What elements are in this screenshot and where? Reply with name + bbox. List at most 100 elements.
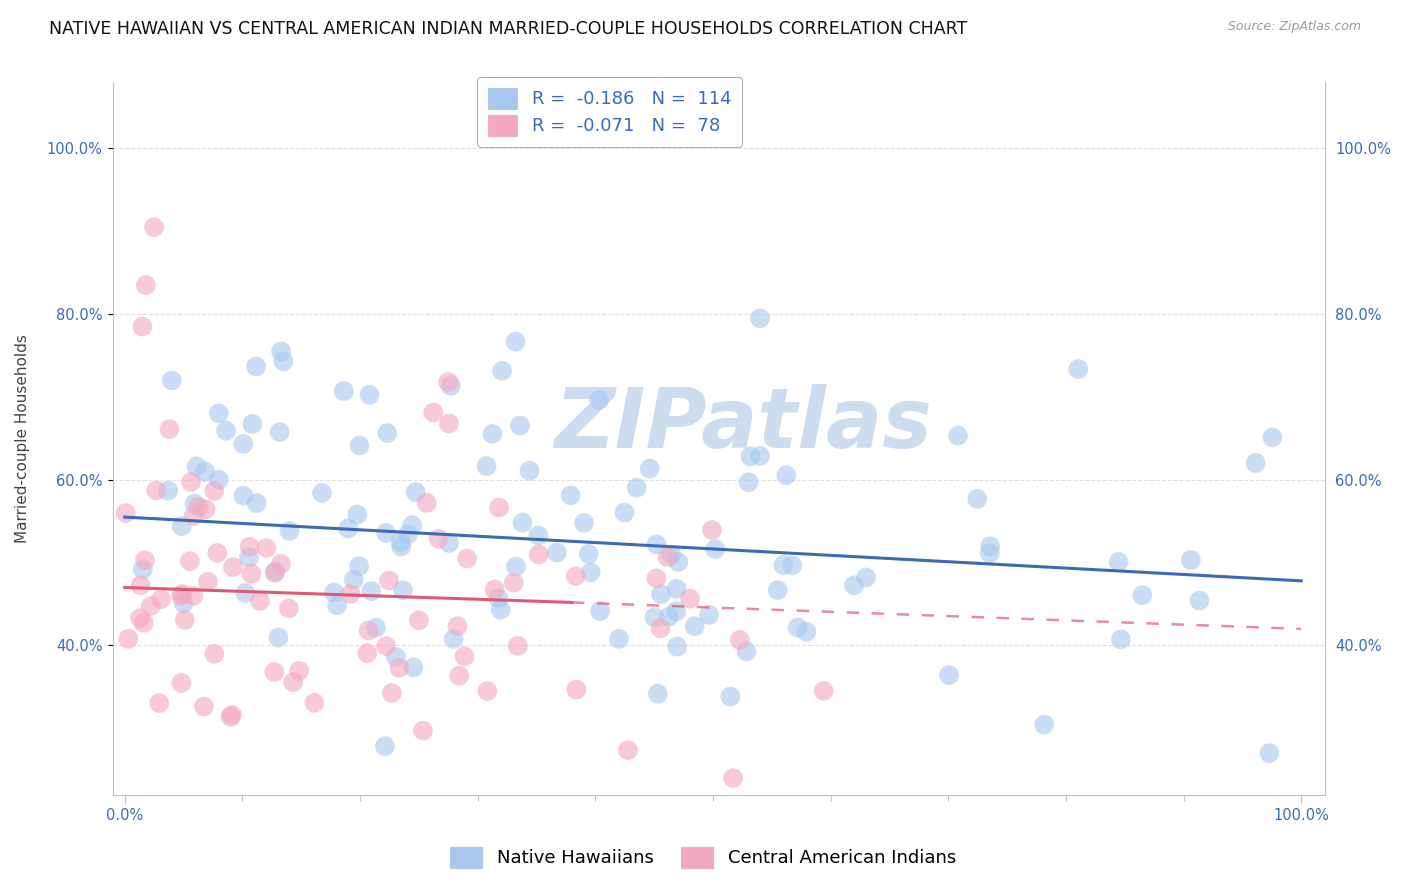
Point	[374, 739, 396, 754]
Point	[979, 546, 1001, 560]
Point	[337, 521, 360, 535]
Point	[132, 562, 155, 576]
Point	[661, 548, 683, 562]
Point	[385, 649, 408, 664]
Point	[245, 496, 267, 510]
Point	[572, 516, 595, 530]
Point	[665, 582, 688, 596]
Point	[657, 550, 679, 565]
Point	[749, 449, 772, 463]
Point	[546, 546, 568, 560]
Point	[131, 319, 153, 334]
Point	[349, 438, 371, 452]
Point	[477, 684, 499, 698]
Point	[658, 609, 681, 624]
Point	[170, 589, 193, 603]
Point	[402, 660, 425, 674]
Point	[512, 516, 534, 530]
Point	[484, 582, 506, 597]
Point	[519, 464, 541, 478]
Point	[375, 425, 398, 440]
Point	[502, 575, 524, 590]
Point	[412, 723, 434, 738]
Point	[443, 632, 465, 646]
Point	[564, 569, 586, 583]
Point	[527, 547, 550, 561]
Point	[148, 696, 170, 710]
Point	[240, 566, 263, 581]
Point	[269, 425, 291, 439]
Point	[449, 669, 471, 683]
Point	[643, 610, 665, 624]
Point	[242, 417, 264, 431]
Point	[263, 665, 285, 679]
Point	[245, 359, 267, 374]
Point	[855, 570, 877, 584]
Legend: Native Hawaiians, Central American Indians: Native Hawaiians, Central American India…	[439, 836, 967, 879]
Point	[346, 508, 368, 522]
Point	[186, 459, 208, 474]
Point	[157, 483, 180, 498]
Point	[173, 596, 195, 610]
Point	[735, 644, 758, 658]
Point	[129, 578, 152, 592]
Point	[378, 574, 401, 588]
Point	[263, 566, 285, 580]
Point	[683, 619, 706, 633]
Point	[281, 675, 304, 690]
Point	[408, 613, 430, 627]
Point	[364, 621, 387, 635]
Point	[489, 603, 512, 617]
Point	[647, 687, 669, 701]
Point	[766, 583, 789, 598]
Point	[132, 615, 155, 630]
Point	[666, 555, 689, 569]
Point	[194, 502, 217, 516]
Point	[270, 557, 292, 571]
Point	[264, 565, 287, 579]
Point	[145, 483, 167, 498]
Point	[129, 611, 152, 625]
Point	[215, 424, 238, 438]
Text: Source: ZipAtlas.com: Source: ZipAtlas.com	[1227, 20, 1361, 33]
Point	[180, 475, 202, 489]
Point	[509, 418, 531, 433]
Point	[650, 587, 672, 601]
Point	[780, 558, 803, 573]
Point	[357, 624, 380, 638]
Point	[333, 384, 356, 398]
Point	[415, 496, 437, 510]
Point	[179, 554, 201, 568]
Point	[208, 473, 231, 487]
Point	[453, 649, 475, 664]
Point	[187, 500, 209, 514]
Point	[267, 631, 290, 645]
Point	[588, 392, 610, 407]
Point	[737, 475, 759, 490]
Point	[456, 551, 478, 566]
Point	[238, 550, 260, 565]
Point	[491, 364, 513, 378]
Point	[233, 586, 256, 600]
Point	[388, 661, 411, 675]
Point	[665, 604, 688, 618]
Point	[613, 506, 636, 520]
Point	[222, 560, 245, 574]
Point	[481, 426, 503, 441]
Point	[488, 500, 510, 515]
Point	[277, 601, 299, 615]
Point	[437, 375, 460, 389]
Point	[979, 540, 1001, 554]
Point	[1067, 362, 1090, 376]
Point	[117, 632, 139, 646]
Point	[278, 524, 301, 538]
Point	[360, 584, 382, 599]
Point	[666, 640, 689, 654]
Point	[172, 587, 194, 601]
Point	[134, 553, 156, 567]
Point	[343, 573, 366, 587]
Point	[506, 639, 529, 653]
Point	[326, 599, 349, 613]
Point	[254, 541, 277, 555]
Text: NATIVE HAWAIIAN VS CENTRAL AMERICAN INDIAN MARRIED-COUPLE HOUSEHOLDS CORRELATION: NATIVE HAWAIIAN VS CENTRAL AMERICAN INDI…	[49, 20, 967, 37]
